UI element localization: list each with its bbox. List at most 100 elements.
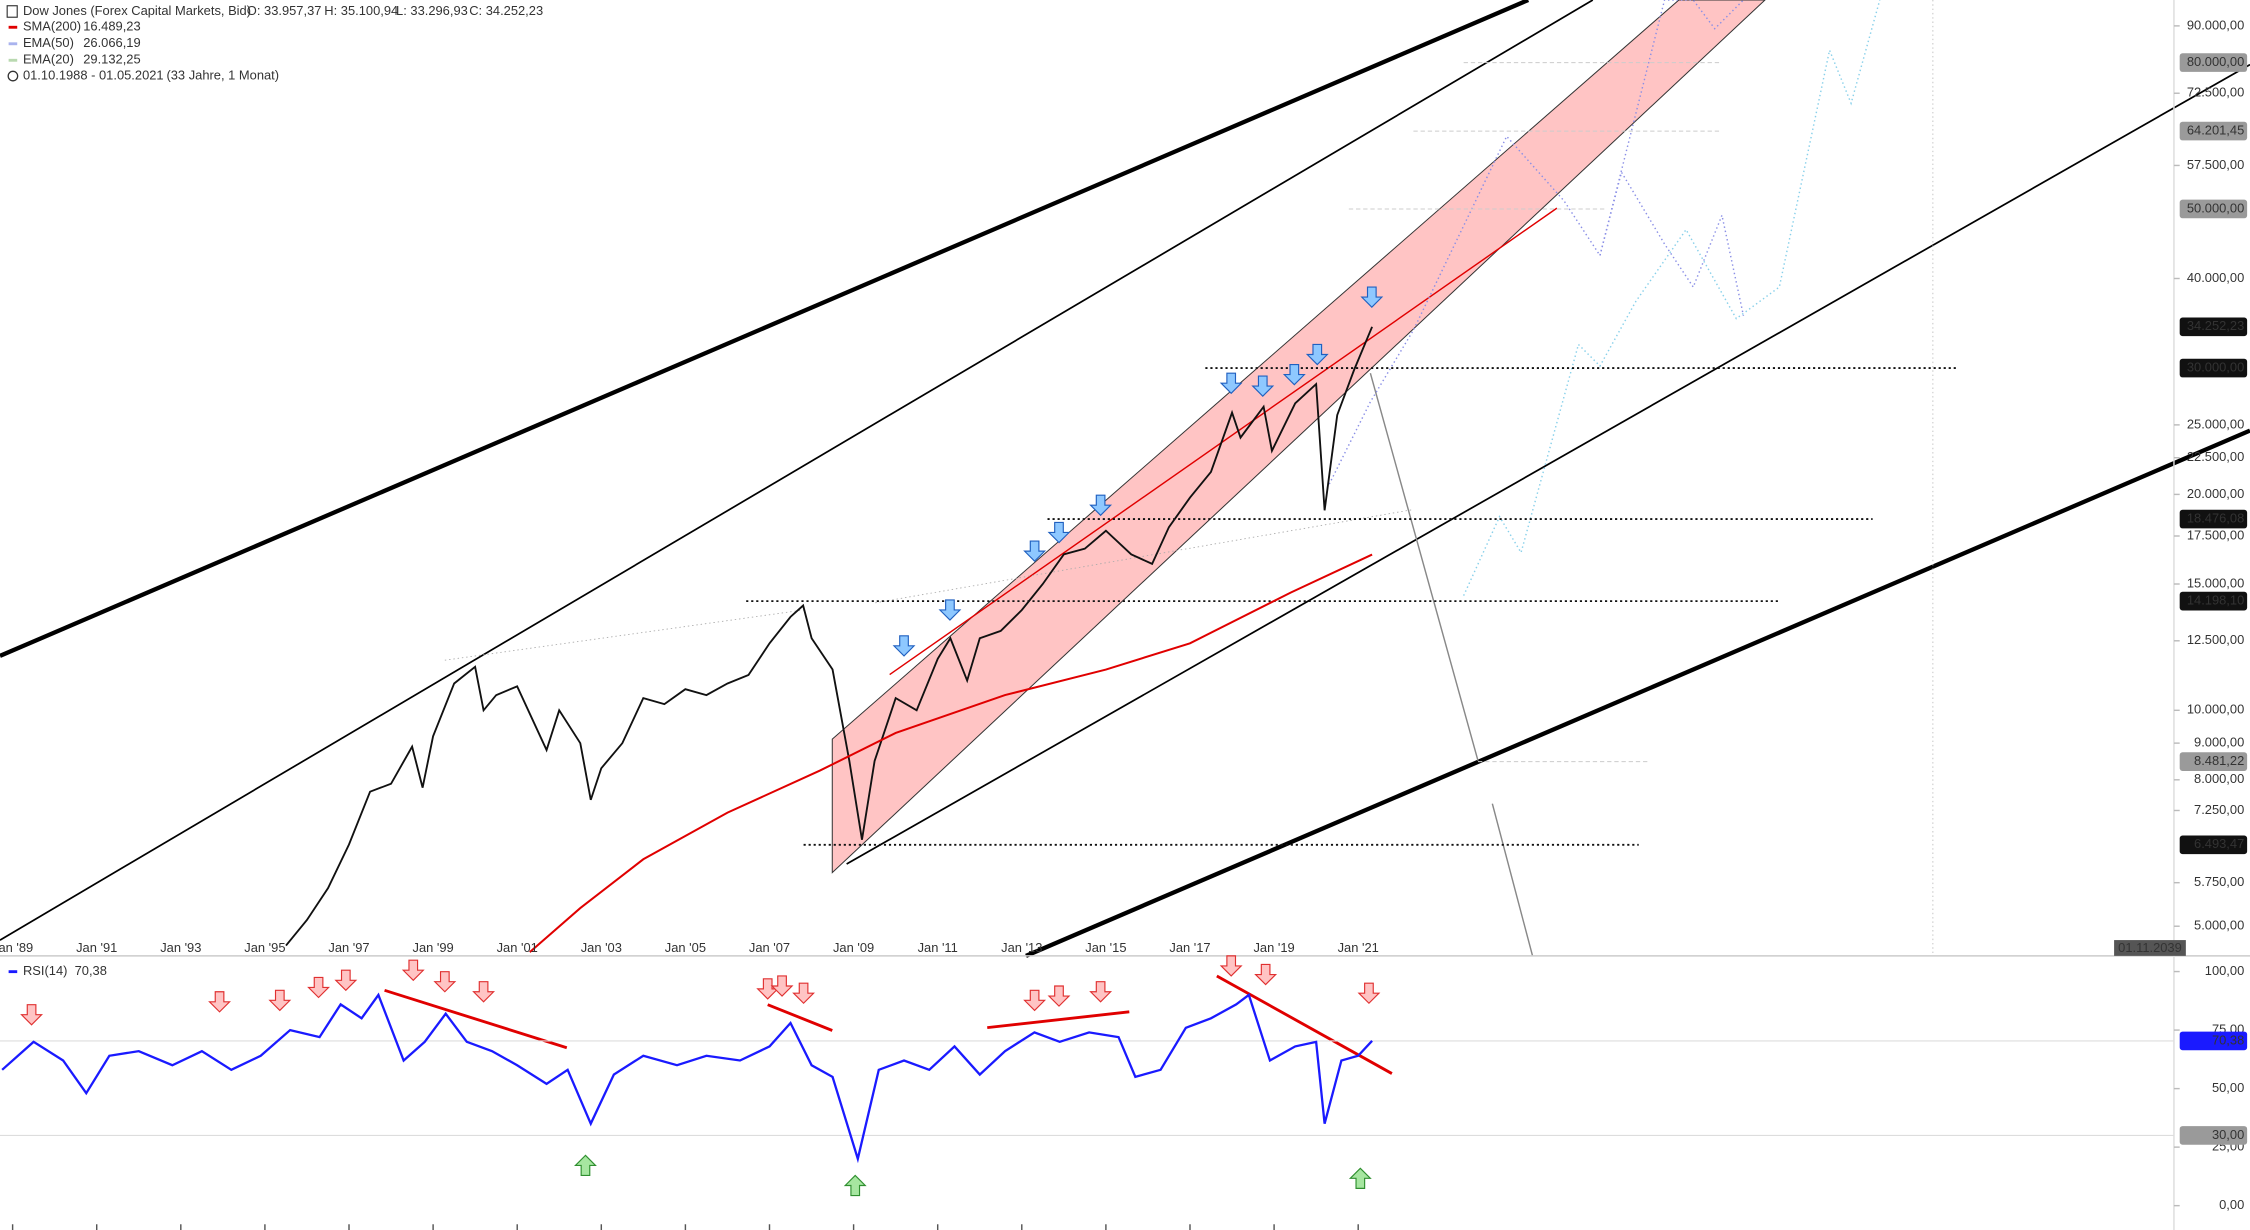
x-tick-label: Jan '93 [160,940,201,955]
y-tick-label: 25.000,00 [2187,416,2244,431]
y-tick-label: 100,00 [2205,963,2244,978]
x-tick-label: Jan '07 [749,940,790,955]
level-badge [2179,835,2248,855]
divergence-line [767,1003,833,1032]
level-badge-label: 18.476,08 [2187,510,2244,525]
legend-name: EMA(20) [23,52,74,67]
duration: (33 Jahre, 1 Monat) [166,67,279,82]
x-tick-label: Jan '19 [1253,940,1294,955]
level-badge-label: 70,38 [2212,1032,2244,1047]
down-arrow [792,982,816,1005]
level-badge-label: 30.000,00 [2187,360,2244,375]
y-tick-label: 0,00 [2219,1197,2244,1212]
projection-path [1326,135,1745,489]
down-arrow [401,959,425,982]
level-badge [2179,1126,2248,1145]
level-badge-label: 50.000,00 [2187,200,2244,215]
up-arrow [574,1154,597,1177]
down-arrow [20,1004,43,1026]
y-tick-label: 12.500,00 [2187,632,2244,647]
ohlc-value: H: 35.100,94 [324,3,398,18]
legend-value: 26.066,19 [83,35,140,50]
data-line [1,992,1373,1164]
date-range: 01.10.1988 - 01.05.2021 [23,67,164,82]
trend-line [846,63,2250,865]
instrument-icon [6,5,18,18]
y-tick-label: 5.750,00 [2194,874,2244,889]
down-arrow [770,975,794,997]
y-tick-label: 10.000,00 [2187,702,2244,717]
regression-channel [831,0,1766,874]
level-badge [2179,358,2248,378]
down-arrow [1047,985,1071,1007]
down-arrow [268,989,292,1012]
x-tick-label: Jan '21 [1338,940,1379,955]
legend-value: 29.132,25 [83,52,140,67]
level-badge-label: 64.201,45 [2187,123,2244,138]
down-arrow [1282,363,1306,386]
projection-line [1491,803,1534,957]
up-arrow [1348,1167,1372,1189]
down-arrow [1251,375,1275,397]
level-badge [2179,1031,2248,1051]
level-badge [2179,121,2248,141]
y-tick-label: 50,00 [2212,1080,2244,1095]
down-arrow [1023,540,1047,562]
legend-value: 16.489,23 [83,19,140,34]
ohlc-value: C: 34.252,23 [469,3,543,18]
divergence-line [987,1010,1130,1030]
down-arrow [334,969,358,992]
down-arrow [208,991,231,1013]
x-tick-label: Jan '15 [1085,940,1126,955]
down-arrow [1305,343,1329,366]
projection-path [1462,0,1881,596]
legend-name: EMA(50) [23,35,74,50]
level-badge [2179,591,2248,611]
trend-line [0,0,1530,658]
projection-line [444,609,804,661]
down-arrow [756,978,780,1000]
legend-name: SMA(200) [23,19,81,34]
divergence-line [384,988,568,1050]
down-arrow [1360,286,1384,308]
x-tick-label: Jan '13 [1001,940,1042,955]
level-badge [2179,509,2248,529]
x-tick-label: Jan '91 [76,940,117,955]
down-arrow [307,976,330,999]
down-arrow [1023,989,1047,1012]
y-tick-label: 7.250,00 [2194,802,2244,817]
down-arrow [1089,981,1113,1003]
clock-icon [7,70,19,82]
level-badge-label: 14.198,10 [2187,593,2244,608]
y-tick-label: 40.000,00 [2187,270,2244,285]
ohlc-value: O: 33.957,37 [247,3,322,18]
down-arrow [472,981,496,1003]
x-tick-label: Jan '09 [833,940,874,955]
level-badge-label: 80.000,00 [2187,54,2244,69]
level-badge [2179,752,2248,771]
ohlc-value: L: 33.296,93 [396,3,468,18]
projection-line [875,509,1414,604]
x-tick-label: Jan '99 [413,940,454,955]
trend-line [0,0,1594,941]
y-tick-label: 15.000,00 [2187,575,2244,590]
down-arrow [1089,494,1113,517]
x-tick-label: Jan '17 [1169,940,1210,955]
y-tick-label: 72.500,00 [2187,85,2244,100]
level-badge-label: 6.493,47 [2194,836,2244,851]
trend-line [889,207,1558,676]
trend-line [1025,428,2250,958]
down-arrow [1357,982,1381,1005]
level-badge-label: 34.252,23 [2187,318,2244,333]
up-arrow [843,1174,867,1197]
level-badge-label: 30,00 [2212,1127,2244,1142]
y-tick-label: 9.000,00 [2194,735,2244,750]
y-tick-label: 5.000,00 [2194,918,2244,933]
time-marker-badge [2114,940,2186,956]
level-badge-label: 8.481,22 [2194,753,2244,768]
y-tick-label: 57.500,00 [2187,157,2244,172]
projection-line [1369,372,1479,761]
y-tick-label: 20.000,00 [2187,486,2244,501]
